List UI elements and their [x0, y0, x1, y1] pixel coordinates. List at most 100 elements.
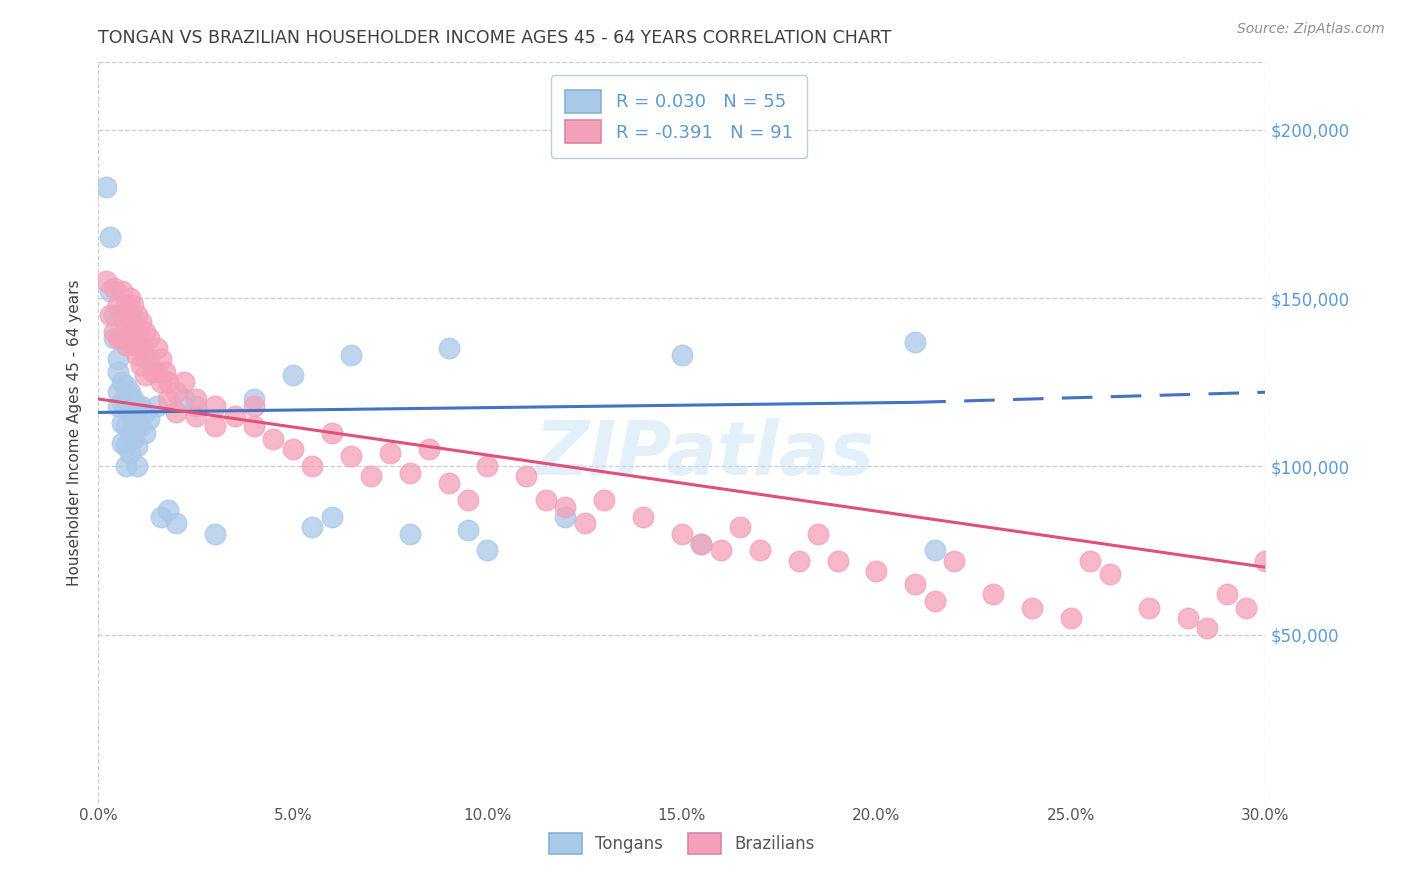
Point	[1021, 600, 1043, 615]
Point	[204, 526, 226, 541]
Point	[554, 500, 576, 514]
Point	[114, 459, 136, 474]
Point	[114, 318, 136, 332]
Point	[671, 526, 693, 541]
Point	[96, 274, 118, 288]
Point	[281, 442, 304, 457]
Point	[107, 351, 129, 366]
Point	[103, 331, 125, 345]
Point	[301, 520, 323, 534]
Legend: Tongans, Brazilians: Tongans, Brazilians	[541, 826, 823, 861]
Point	[574, 516, 596, 531]
Point	[114, 338, 136, 352]
Point	[690, 536, 713, 550]
Point	[671, 348, 693, 362]
Point	[127, 418, 149, 433]
Point	[1137, 600, 1160, 615]
Point	[593, 492, 616, 507]
Point	[129, 314, 152, 328]
Point	[165, 516, 187, 531]
Point	[1254, 553, 1277, 567]
Point	[457, 492, 479, 507]
Point	[904, 334, 927, 349]
Point	[1234, 600, 1257, 615]
Point	[184, 392, 207, 406]
Point	[943, 553, 966, 567]
Point	[398, 466, 420, 480]
Point	[103, 281, 125, 295]
Point	[114, 378, 136, 392]
Point	[118, 425, 141, 440]
Point	[243, 418, 266, 433]
Point	[107, 399, 129, 413]
Point	[111, 416, 134, 430]
Point	[127, 439, 149, 453]
Point	[114, 399, 136, 413]
Point	[122, 318, 145, 332]
Point	[114, 439, 136, 453]
Point	[118, 385, 141, 400]
Point	[865, 564, 887, 578]
Point	[321, 425, 343, 440]
Point	[142, 365, 165, 379]
Point	[631, 509, 654, 524]
Text: Source: ZipAtlas.com: Source: ZipAtlas.com	[1237, 22, 1385, 37]
Point	[380, 446, 402, 460]
Point	[127, 328, 149, 343]
Point	[138, 331, 160, 345]
Point	[554, 509, 576, 524]
Point	[118, 291, 141, 305]
Point	[122, 433, 145, 447]
Point	[1215, 587, 1237, 601]
Point	[129, 359, 152, 373]
Point	[107, 385, 129, 400]
Point	[122, 338, 145, 352]
Point	[340, 348, 363, 362]
Point	[118, 405, 141, 419]
Point	[122, 298, 145, 312]
Point	[157, 392, 180, 406]
Point	[118, 446, 141, 460]
Point	[127, 308, 149, 322]
Point	[111, 308, 134, 322]
Point	[111, 331, 134, 345]
Point	[1177, 610, 1199, 624]
Y-axis label: Householder Income Ages 45 - 64 years: Householder Income Ages 45 - 64 years	[67, 279, 83, 586]
Point	[122, 412, 145, 426]
Point	[149, 351, 172, 366]
Point	[127, 459, 149, 474]
Point	[157, 503, 180, 517]
Point	[184, 409, 207, 423]
Point	[730, 520, 752, 534]
Point	[134, 348, 156, 362]
Point	[98, 230, 121, 244]
Point	[149, 509, 172, 524]
Point	[129, 418, 152, 433]
Point	[149, 375, 172, 389]
Point	[165, 405, 187, 419]
Text: ZIPatlas: ZIPatlas	[536, 418, 876, 491]
Point	[418, 442, 440, 457]
Point	[477, 459, 499, 474]
Point	[262, 433, 284, 447]
Point	[129, 338, 152, 352]
Point	[107, 298, 129, 312]
Point	[165, 385, 187, 400]
Point	[146, 342, 169, 356]
Point	[748, 543, 770, 558]
Point	[127, 399, 149, 413]
Point	[157, 375, 180, 389]
Point	[184, 399, 207, 413]
Point	[243, 392, 266, 406]
Point	[924, 594, 946, 608]
Point	[98, 285, 121, 299]
Point	[114, 298, 136, 312]
Point	[243, 399, 266, 413]
Point	[340, 449, 363, 463]
Point	[134, 368, 156, 383]
Point	[107, 331, 129, 345]
Point	[146, 399, 169, 413]
Point	[1195, 621, 1218, 635]
Point	[1098, 566, 1121, 581]
Point	[710, 543, 733, 558]
